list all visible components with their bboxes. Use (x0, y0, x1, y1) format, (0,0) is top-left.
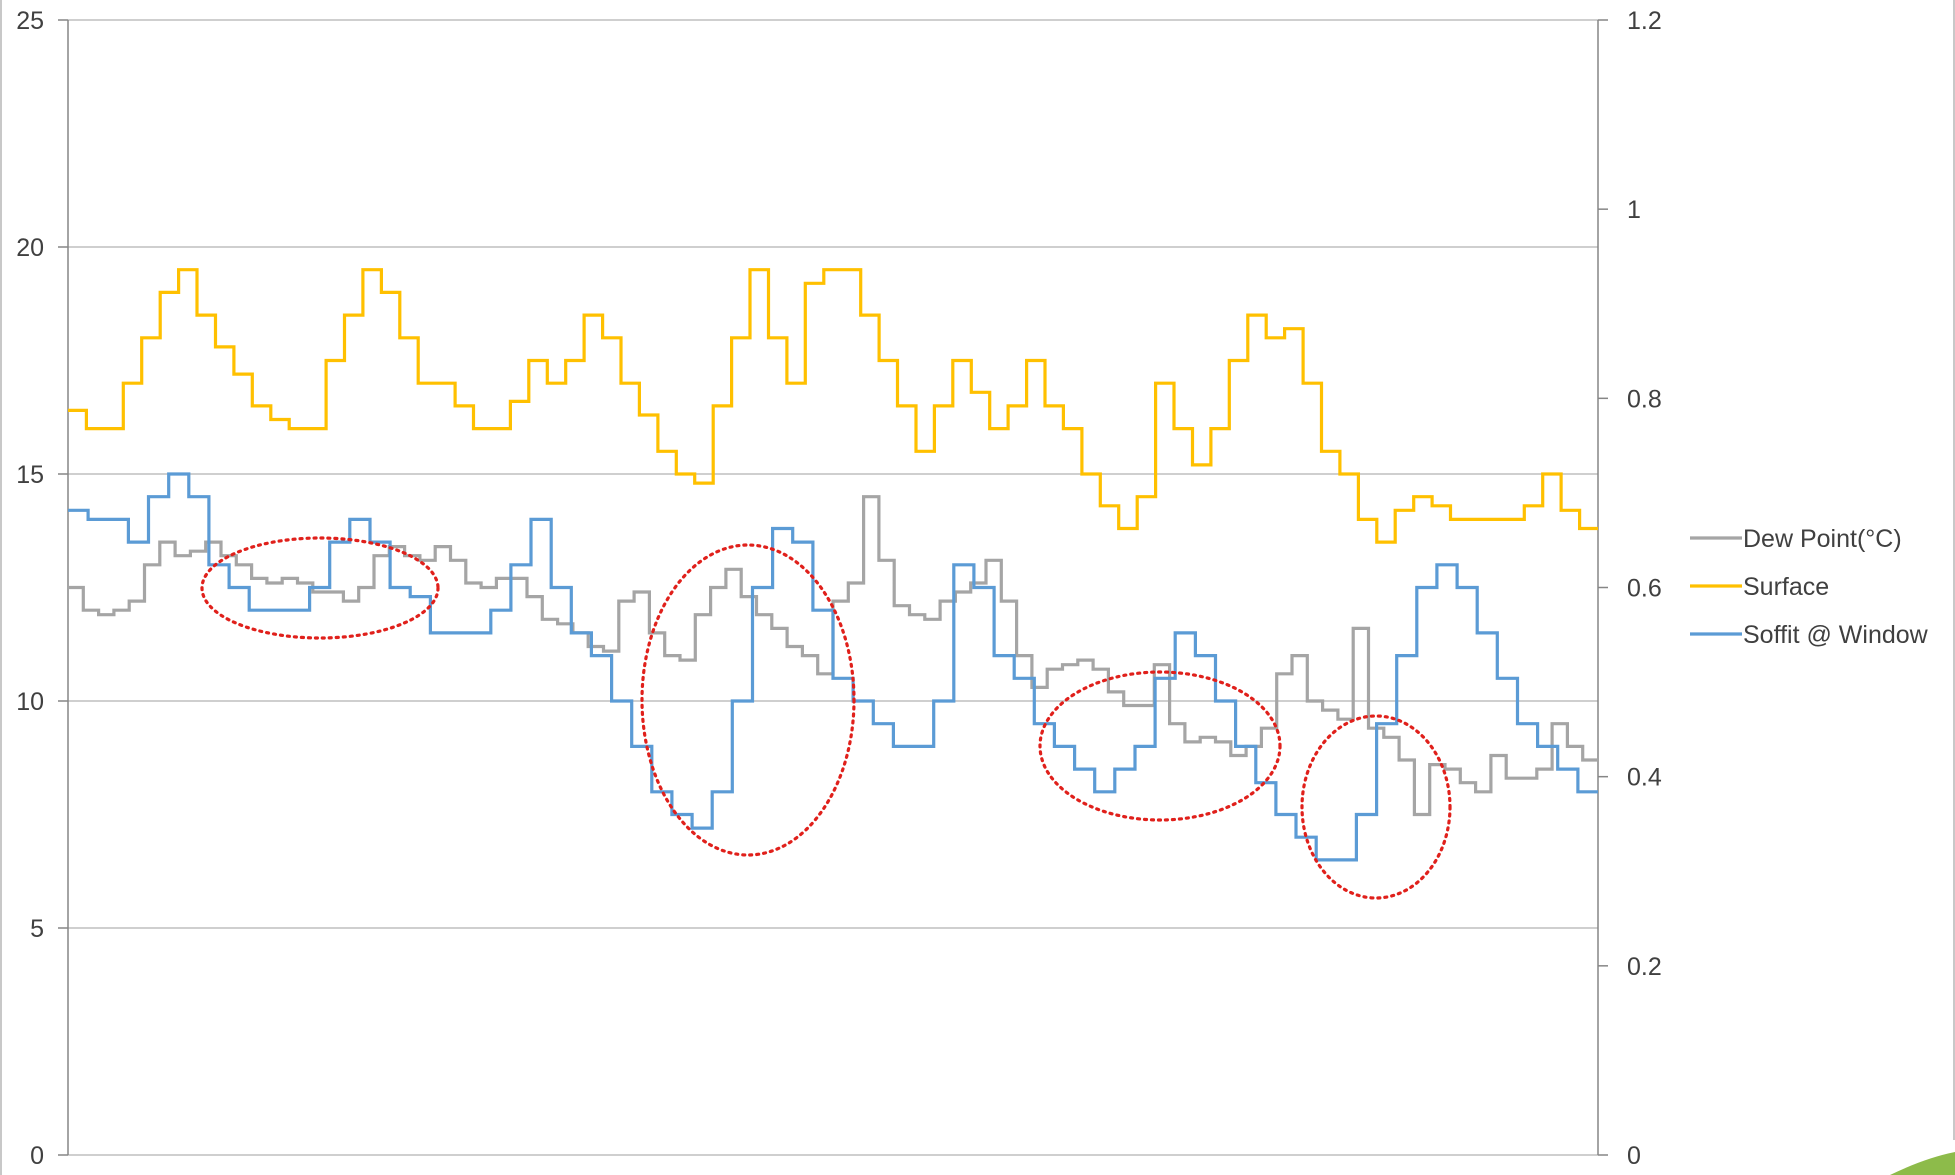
left-axis-ticks: 0 5 10 15 20 25 (16, 7, 68, 1170)
series-layer (68, 268, 1598, 862)
right-tick-label: 0.4 (1627, 764, 1662, 792)
left-tick-label: 20 (16, 234, 44, 262)
annotation-ellipse (1300, 714, 1452, 900)
annotation-ellipse (1038, 670, 1282, 822)
gridlines (68, 19, 1598, 1156)
right-tick-label: 1 (1627, 196, 1641, 224)
legend-label: Surface (1743, 573, 1829, 601)
corner-decoration (1890, 1152, 1955, 1175)
left-tick-label: 15 (16, 461, 44, 489)
legend: Dew Point(°C) Surface Soffit @ Window (1690, 525, 1929, 649)
right-tick-label: 0.8 (1627, 385, 1662, 413)
annotation-ellipse (200, 536, 440, 640)
right-tick-label: 1.2 (1627, 7, 1662, 35)
legend-label: Soffit @ Window (1743, 621, 1929, 649)
left-tick-label: 10 (16, 688, 44, 716)
legend-label: Dew Point(°C) (1743, 525, 1902, 553)
left-tick-label: 25 (16, 7, 44, 35)
right-tick-label: 0.2 (1627, 953, 1662, 981)
left-tick-label: 0 (30, 1142, 44, 1170)
right-tick-label: 0 (1627, 1142, 1641, 1170)
series-line (68, 268, 1598, 544)
annotation-layer (200, 536, 1452, 900)
right-tick-label: 0.6 (1627, 575, 1662, 603)
left-tick-label: 5 (30, 915, 44, 943)
annotation-ellipse (640, 543, 856, 857)
right-axis-ticks: 0 0.2 0.4 0.6 0.8 1 1.2 (1598, 7, 1662, 1170)
